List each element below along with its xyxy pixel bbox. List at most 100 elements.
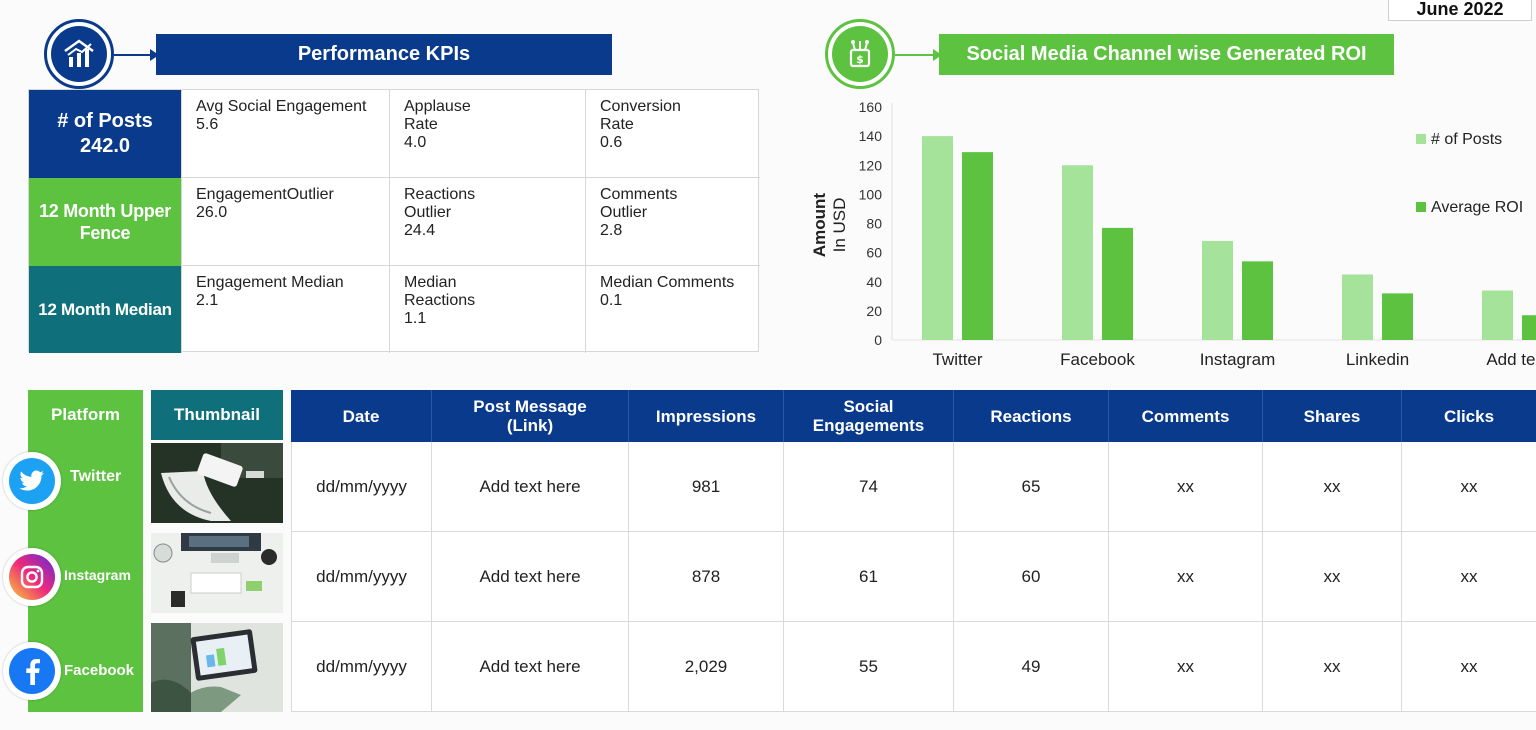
x-tick-label: Instagram — [1200, 350, 1276, 369]
kpi-section-icon — [44, 19, 114, 89]
y-tick-label: 100 — [859, 186, 883, 202]
platform-header: Platform — [51, 405, 120, 424]
kpi-cell: Reactions Outlier 24.4 — [389, 178, 585, 266]
bar — [1062, 165, 1093, 340]
column-header-date: Date — [291, 390, 432, 442]
cell-post-message[interactable]: Add text here — [432, 442, 629, 531]
roi-connector-arrow — [933, 49, 942, 61]
bar — [1242, 261, 1273, 340]
facebook-f-icon — [26, 659, 40, 685]
roi-section-icon: $ — [825, 19, 895, 89]
legend-swatch — [1416, 202, 1426, 212]
kpi-row-header: # of Posts 242.0 — [29, 90, 181, 178]
legend-label: Average ROI — [1431, 199, 1523, 216]
platform-row-twitter: Twitter — [3, 442, 143, 532]
x-tick-label: Facebook — [1060, 350, 1135, 369]
date-label: June 2022 — [1388, 0, 1532, 21]
twitter-bird-icon — [19, 470, 44, 491]
kpi-connector-arrow — [150, 49, 159, 61]
roi-bar-chart: 0 20 40 60 80 100 120 140 160 Amount In USD Twitter… — [800, 95, 1536, 385]
column-header-shares: Shares — [1263, 390, 1402, 442]
cell-clicks: xx — [1460, 566, 1478, 586]
cell-comments: xx — [1109, 622, 1263, 711]
cell-clicks: xx — [1460, 656, 1478, 676]
facebook-logo[interactable] — [3, 642, 61, 700]
roi-section-title: Social Media Channel wise Generated ROI — [939, 34, 1394, 75]
thumbnail-image[interactable] — [151, 623, 283, 712]
x-tick-label: Linkedin — [1346, 350, 1409, 369]
column-header-reactions: Reactions — [954, 390, 1109, 442]
column-header-impressions: Impressions — [629, 390, 784, 442]
money-bag-icon: $ — [849, 40, 871, 68]
platform-column: Platform Twitter Instagram — [3, 390, 143, 712]
y-axis-label: Amount — [810, 193, 829, 258]
platform-name: Instagram — [64, 567, 131, 583]
thumbnail-image[interactable] — [151, 443, 283, 523]
cell-shares: xx — [1263, 442, 1402, 531]
y-tick-label: 40 — [866, 274, 882, 290]
svg-text:$: $ — [856, 53, 864, 66]
cell-reactions: 60 — [954, 532, 1109, 621]
table-row: dd/mm/yyyy Add text here 878 61 60 xx xx… — [291, 532, 1536, 622]
kpi-cell: Applause Rate 4.0 — [389, 90, 585, 178]
kpi-section-title: Performance KPIs — [156, 34, 612, 75]
kpi-cell: Median Reactions 1.1 — [389, 266, 585, 353]
cell-post-message[interactable]: Add text here — [432, 532, 629, 621]
instagram-camera-icon — [20, 565, 44, 589]
legend-swatch — [1416, 134, 1426, 144]
thumbnail-image[interactable] — [151, 533, 283, 613]
bar — [962, 152, 993, 340]
platform-row-instagram: Instagram — [3, 532, 143, 622]
kpi-cell: Comments Outlier 2.8 — [585, 178, 760, 266]
cell-impressions: 878 — [629, 532, 784, 621]
instagram-logo[interactable] — [3, 548, 61, 606]
column-header-comments: Comments — [1109, 390, 1263, 442]
table-row: dd/mm/yyyy Add text here 2,029 55 49 xx … — [291, 622, 1536, 712]
cell-social-engagements: 55 — [784, 622, 954, 711]
table-row: dd/mm/yyyy Add text here 981 74 65 xx xx… — [291, 442, 1536, 532]
cell-date: dd/mm/yyyy — [291, 622, 432, 711]
y-tick-label: 120 — [859, 157, 883, 173]
posts-table: Date Post Message (Link) Impressions Soc… — [291, 390, 1536, 712]
bar — [1522, 315, 1536, 340]
y-tick-label: 60 — [866, 245, 882, 261]
platform-name: Facebook — [64, 662, 135, 679]
y-tick-label: 160 — [859, 99, 883, 115]
y-tick-label: 80 — [866, 216, 882, 232]
bar — [1342, 274, 1373, 340]
bar — [1482, 290, 1513, 340]
kpi-row-header: 12 Month Median — [29, 266, 181, 353]
column-header-clicks: Clicks — [1443, 406, 1495, 426]
kpi-cell: EngagementOutlier 26.0 — [181, 178, 389, 266]
bar — [922, 136, 953, 340]
bar — [1382, 293, 1413, 340]
cell-shares: xx — [1263, 532, 1402, 621]
bar — [1102, 227, 1133, 340]
cell-date: dd/mm/yyyy — [291, 532, 432, 621]
cell-post-message[interactable]: Add text here — [432, 622, 629, 711]
kpi-row-header: 12 Month Upper Fence — [29, 178, 181, 266]
kpi-cell: Median Comments 0.1 — [585, 266, 760, 353]
platform-row-facebook: Facebook — [3, 622, 143, 712]
cell-reactions: 65 — [954, 442, 1109, 531]
cell-reactions: 49 — [954, 622, 1109, 711]
cell-comments: xx — [1109, 442, 1263, 531]
y-axis-label: In USD — [830, 198, 849, 253]
legend-label: # of Posts — [1431, 131, 1502, 148]
thumbnail-header: Thumbnail — [151, 390, 283, 440]
kpi-cell: Conversion Rate 0.6 — [585, 90, 760, 178]
x-tick-label: Twitter — [932, 350, 982, 369]
y-tick-label: 0 — [874, 332, 882, 348]
y-tick-label: 140 — [859, 128, 883, 144]
posts-table-header: Date Post Message (Link) Impressions Soc… — [291, 390, 1536, 442]
cell-date: dd/mm/yyyy — [291, 442, 432, 531]
cell-impressions: 2,029 — [629, 622, 784, 711]
roi-bar-chart-svg: 0 20 40 60 80 100 120 140 160 Amount In USD Twitter… — [810, 99, 1536, 369]
twitter-logo[interactable] — [3, 452, 61, 510]
kpi-grid: # of Posts 242.0 Avg Social Engagement 5.6… — [28, 89, 760, 353]
x-tick-label: Add text — [1486, 350, 1536, 369]
kpi-cell: Avg Social Engagement 5.6 — [181, 90, 389, 178]
kpi-cell: Engagement Median 2.1 — [181, 266, 389, 353]
bar — [1202, 240, 1233, 340]
cell-shares: xx — [1263, 622, 1402, 711]
